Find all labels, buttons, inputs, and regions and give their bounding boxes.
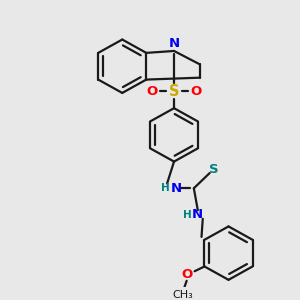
Text: CH₃: CH₃ [172,290,193,300]
Text: N: N [169,37,180,50]
Text: O: O [147,85,158,98]
Text: H: H [161,183,170,193]
Text: H: H [182,210,191,220]
Text: O: O [181,268,192,281]
Text: O: O [190,85,201,98]
Text: N: N [170,182,182,195]
Text: S: S [209,163,218,176]
Text: N: N [192,208,203,221]
Text: S: S [169,83,179,98]
